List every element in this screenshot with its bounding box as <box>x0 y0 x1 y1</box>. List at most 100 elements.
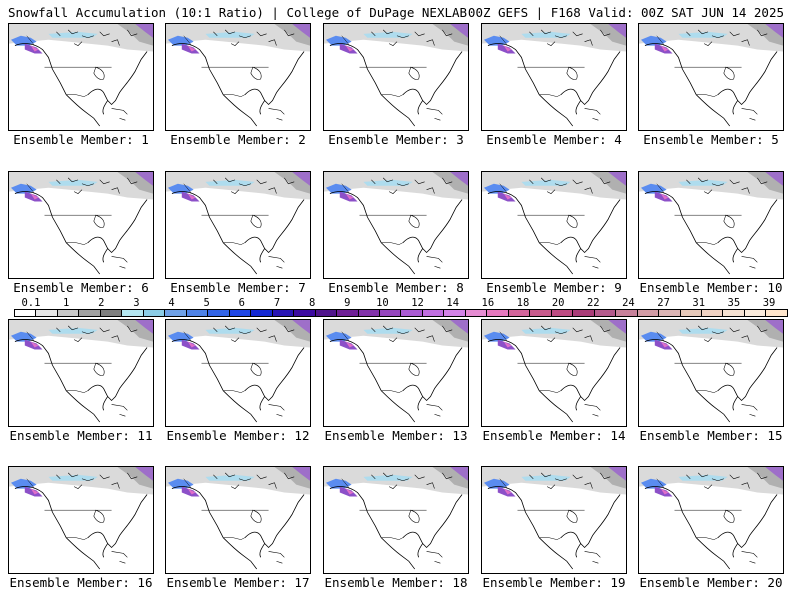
ensemble-panel: Ensemble Member: 13 <box>323 319 469 467</box>
legend-tick-label: 14 <box>446 297 460 309</box>
legend-color-cell <box>616 310 638 316</box>
snowfall-map <box>8 466 154 574</box>
legend-tick-label: 1 <box>62 297 70 309</box>
legend-tick-label: 27 <box>657 297 670 309</box>
legend-color-cell <box>444 310 466 316</box>
ensemble-panel: Ensemble Member: 8 <box>323 171 469 319</box>
ensemble-panel: Ensemble Member: 16 <box>8 466 154 614</box>
ensemble-member-label: Ensemble Member: 11 <box>9 428 153 443</box>
legend-color-cell <box>337 310 359 316</box>
legend-tick-label: 12 <box>411 297 424 309</box>
legend-tick-label: 3 <box>133 297 140 309</box>
legend-tick-label: 16 <box>481 297 495 309</box>
snowfall-legend: 0.1 1 2 3 4 5 6 7 8 9 10 12 14 16 18 20 22 24 27 31 35 39 <box>14 297 788 321</box>
legend-color-cell <box>508 310 531 316</box>
legend-tick-label: 7 <box>273 297 281 309</box>
legend-color-cell <box>551 310 574 316</box>
legend-color-cell <box>702 310 724 316</box>
snowfall-map <box>481 23 627 131</box>
snowfall-map <box>323 23 469 131</box>
ensemble-member-label: Ensemble Member: 1 <box>13 132 149 147</box>
ensemble-panel: Ensemble Member: 17 <box>165 466 311 614</box>
legend-tick-label: 5 <box>203 297 210 309</box>
snowfall-map <box>638 171 784 279</box>
snowfall-map <box>323 466 469 574</box>
ensemble-member-label: Ensemble Member: 4 <box>486 132 622 147</box>
legend-tick-label: 24 <box>622 297 635 309</box>
legend-color-cell <box>79 310 101 316</box>
legend-tick-label: 6 <box>238 297 246 309</box>
ensemble-panel: Ensemble Member: 18 <box>323 466 469 614</box>
legend-color-cell <box>465 310 488 316</box>
ensemble-member-label: Ensemble Member: 17 <box>166 575 310 590</box>
legend-color-cell <box>744 310 767 316</box>
snowfall-map <box>638 23 784 131</box>
snowfall-map <box>481 466 627 574</box>
legend-tick-label: 31 <box>692 297 706 309</box>
ensemble-panel: Ensemble Member: 3 <box>323 23 469 171</box>
legend-color-cell <box>766 310 787 316</box>
ensemble-member-label: Ensemble Member: 20 <box>639 575 783 590</box>
legend-tick-labels: 0.1 1 2 3 4 5 6 7 8 9 10 12 14 16 18 20 22 24 27 31 35 39 <box>14 297 786 309</box>
legend-color-cell <box>100 310 123 316</box>
legend-color-cell <box>315 310 338 316</box>
snowfall-map <box>165 171 311 279</box>
ensemble-panel: Ensemble Member: 14 <box>481 319 627 467</box>
ensemble-panel: Ensemble Member: 6 <box>8 171 154 319</box>
legend-color-cell <box>229 310 252 316</box>
ensemble-panel: Ensemble Member: 19 <box>481 466 627 614</box>
legend-color-cell <box>594 310 617 316</box>
legend-color-cell <box>122 310 144 316</box>
legend-color-cell <box>573 310 595 316</box>
legend-color-cell <box>659 310 681 316</box>
snowfall-map <box>8 171 154 279</box>
ensemble-panel: Ensemble Member: 1 <box>8 23 154 171</box>
ensemble-member-label: Ensemble Member: 15 <box>639 428 783 443</box>
ensemble-member-label: Ensemble Member: 18 <box>324 575 468 590</box>
legend-color-bar <box>14 309 788 317</box>
ensemble-member-label: Ensemble Member: 16 <box>9 575 153 590</box>
ensemble-panel: Ensemble Member: 20 <box>638 466 784 614</box>
snowfall-map <box>8 319 154 427</box>
ensemble-member-label: Ensemble Member: 19 <box>482 575 626 590</box>
ensemble-panel: Ensemble Member: 15 <box>638 319 784 467</box>
legend-tick-label: 4 <box>168 297 175 309</box>
legend-color-cell <box>530 310 552 316</box>
ensemble-panel: Ensemble Member: 12 <box>165 319 311 467</box>
legend-color-cell <box>36 310 58 316</box>
legend-color-cell <box>422 310 445 316</box>
legend-color-cell <box>208 310 230 316</box>
legend-color-cell <box>487 310 509 316</box>
legend-color-cell <box>637 310 660 316</box>
valid-time: 00Z GEFS | F168 Valid: 00Z SAT JUN 14 20… <box>467 5 784 20</box>
legend-tick-label: 20 <box>551 297 565 309</box>
ensemble-member-label: Ensemble Member: 6 <box>13 280 149 295</box>
legend-color-cell <box>251 310 273 316</box>
legend-tick-label: 8 <box>308 297 316 309</box>
ensemble-member-label: Ensemble Member: 9 <box>486 280 622 295</box>
snowfall-map <box>638 466 784 574</box>
ensemble-panel: Ensemble Member: 11 <box>8 319 154 467</box>
legend-color-cell <box>680 310 702 316</box>
legend-color-cell <box>358 310 380 316</box>
snowfall-map <box>323 319 469 427</box>
ensemble-member-label: Ensemble Member: 14 <box>482 428 626 443</box>
legend-color-cell <box>143 310 166 316</box>
ensemble-panel: Ensemble Member: 2 <box>165 23 311 171</box>
legend-color-cell <box>401 310 423 316</box>
legend-color-cell <box>15 310 37 316</box>
legend-tick-label: 18 <box>516 297 530 309</box>
snowfall-map <box>165 466 311 574</box>
legend-color-cell <box>723 310 745 316</box>
map-title: Snowfall Accumulation (10:1 Ratio) | Col… <box>8 5 468 20</box>
legend-tick-label: 9 <box>344 297 351 309</box>
snowfall-map <box>638 319 784 427</box>
legend-tick-label: 0.1 <box>21 297 41 309</box>
ensemble-panel: Ensemble Member: 4 <box>481 23 627 171</box>
ensemble-panel: Ensemble Member: 5 <box>638 23 784 171</box>
legend-tick-label: 39 <box>762 297 776 309</box>
ensemble-member-label: Ensemble Member: 3 <box>328 132 464 147</box>
legend-color-cell <box>272 310 295 316</box>
snowfall-map <box>481 319 627 427</box>
legend-color-cell <box>379 310 402 316</box>
